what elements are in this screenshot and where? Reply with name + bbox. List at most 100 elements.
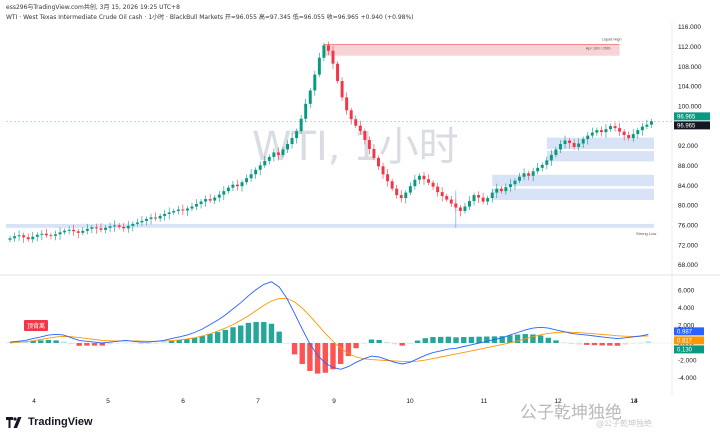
macd-tick-label: -2.000: [678, 358, 697, 365]
candle-body: [85, 228, 89, 231]
candle: [44, 228, 48, 238]
macd-hist-bar: [53, 340, 59, 343]
macd-hist-bar: [437, 336, 444, 343]
candle-body: [540, 164, 544, 168]
candle: [240, 179, 244, 192]
candle: [354, 115, 358, 129]
candle-body: [513, 180, 517, 185]
candle-body: [508, 184, 512, 188]
candle: [627, 131, 631, 141]
candle-body: [44, 233, 48, 236]
candle-body: [135, 222, 139, 224]
candle-body: [604, 129, 608, 133]
candle: [386, 169, 390, 187]
macd-hist-bar: [645, 341, 652, 343]
candle: [208, 194, 212, 204]
candle-body: [286, 144, 289, 150]
candle-body: [581, 139, 585, 144]
macd-hist-bar: [76, 343, 82, 346]
candle-body: [536, 167, 540, 172]
candle-body: [195, 204, 198, 207]
candle-body: [358, 125, 362, 132]
candle: [518, 173, 521, 184]
candle: [299, 115, 303, 134]
candle-body: [276, 152, 280, 155]
candle-body: [627, 135, 631, 139]
candle: [540, 162, 544, 172]
candle-body: [31, 236, 35, 240]
candle: [263, 155, 267, 168]
macd-hist-bar: [376, 339, 382, 343]
candle-body: [154, 217, 158, 219]
candle: [72, 224, 76, 236]
candle: [622, 129, 626, 141]
current-price-box-2: 96.965: [674, 121, 710, 130]
macd-hist-bar: [591, 343, 598, 346]
macd-hist-bar: [614, 343, 621, 346]
candle: [595, 127, 599, 137]
macd-hist-bar: [599, 343, 605, 346]
zone-supply: [323, 44, 620, 56]
candle: [536, 162, 540, 174]
candle-body: [472, 195, 476, 202]
candle: [226, 185, 230, 194]
macd-hist-bar: [461, 337, 467, 343]
candle: [286, 140, 289, 153]
current-price-box-bg: [674, 112, 710, 121]
candle: [399, 190, 403, 203]
candle-body: [231, 184, 235, 188]
candle-body: [94, 227, 98, 229]
candle-body: [254, 169, 258, 175]
candle: [185, 206, 189, 216]
price-tick-label: 84.000: [678, 183, 698, 190]
candle: [372, 144, 376, 161]
macd-hist-bar: [414, 340, 421, 343]
candle: [649, 118, 653, 129]
macd-hist-bar: [130, 343, 136, 344]
candle: [613, 122, 617, 132]
candle: [495, 183, 499, 199]
candle: [413, 174, 417, 190]
candle: [522, 168, 526, 181]
candle: [449, 195, 453, 208]
price-tick-label: 72.000: [678, 242, 698, 249]
macd-hist-bar: [99, 343, 105, 346]
candle-body: [104, 227, 108, 230]
candle: [204, 195, 208, 208]
candle-body: [208, 199, 212, 201]
candle: [276, 147, 280, 161]
candle: [427, 174, 431, 186]
candle: [167, 207, 171, 220]
candle-body: [49, 235, 53, 237]
candle: [31, 231, 35, 243]
macd-hist-bar: [499, 336, 505, 343]
candle: [349, 107, 353, 125]
candle-body: [427, 179, 431, 183]
candle-body: [40, 233, 44, 235]
candle-body: [381, 166, 385, 175]
candle-body: [436, 186, 440, 193]
current-price-label-2: 96.965: [677, 123, 696, 129]
price-tick-label: 116.000: [678, 24, 701, 31]
candle-body: [413, 179, 417, 187]
candle-body: [354, 119, 358, 126]
candle: [304, 98, 308, 123]
candle-body: [17, 235, 21, 237]
tradingview-logo[interactable]: TradingView: [6, 416, 93, 428]
macd-hist-bar: [261, 322, 267, 343]
macd-hist-bar: [299, 343, 305, 364]
macd-tick-label: 2.000: [678, 323, 695, 330]
candle-body: [108, 226, 112, 228]
price-tick-label: 68.000: [678, 262, 698, 269]
candle: [99, 223, 103, 233]
candle-body: [54, 234, 57, 236]
candle: [254, 167, 258, 179]
candle: [463, 202, 467, 214]
candle-body: [145, 218, 148, 221]
candle-body: [345, 97, 349, 111]
candle-body: [58, 232, 62, 235]
candle: [513, 178, 517, 190]
zone-demand: [546, 150, 654, 162]
candle-body: [431, 182, 435, 187]
